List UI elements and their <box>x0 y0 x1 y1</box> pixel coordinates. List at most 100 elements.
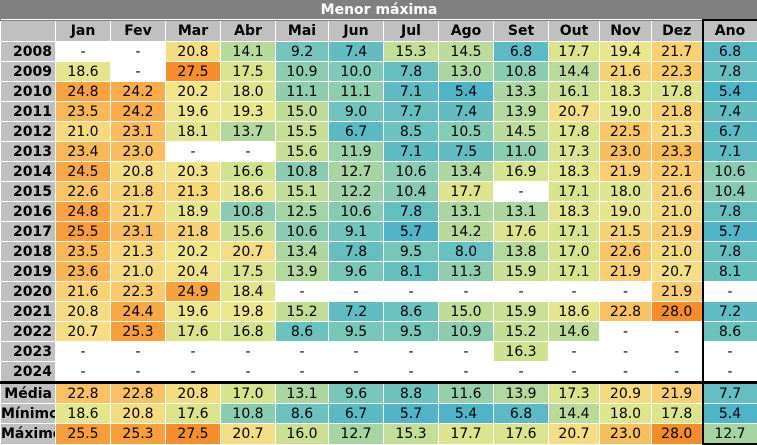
value-cell: 20.7 <box>56 322 111 342</box>
value-cell: 5.4 <box>439 82 494 102</box>
row-label: 2014 <box>1 162 56 182</box>
value-cell: - <box>329 342 384 362</box>
value-cell: 21.5 <box>600 222 652 242</box>
value-cell: 8.6 <box>703 322 757 342</box>
value-cell: 21.7 <box>652 42 703 62</box>
value-cell: 25.3 <box>111 322 166 342</box>
value-cell: 17.0 <box>221 383 276 404</box>
value-cell: 24.4 <box>111 302 166 322</box>
value-cell: 22.6 <box>600 242 652 262</box>
value-cell: 8.6 <box>276 404 329 424</box>
value-cell: 21.0 <box>652 242 703 262</box>
value-cell: 11.0 <box>494 142 549 162</box>
value-cell: 15.1 <box>276 182 329 202</box>
month-header-dez: Dez <box>652 20 703 42</box>
value-cell: 17.6 <box>166 322 221 342</box>
value-cell: 15.0 <box>276 102 329 122</box>
value-cell: 10.9 <box>439 322 494 342</box>
value-cell: 7.2 <box>703 302 757 322</box>
value-cell: 20.2 <box>166 82 221 102</box>
value-cell: - <box>439 282 494 302</box>
value-cell: 18.0 <box>221 82 276 102</box>
value-cell: 22.1 <box>652 162 703 182</box>
month-header-jan: Jan <box>56 20 111 42</box>
value-cell: 17.8 <box>652 82 703 102</box>
value-cell: 13.8 <box>494 242 549 262</box>
month-header-out: Out <box>549 20 600 42</box>
value-cell: 15.2 <box>494 322 549 342</box>
month-header-jun: Jun <box>329 20 384 42</box>
value-cell: 22.3 <box>652 62 703 82</box>
table-title: Menor máxima <box>1 1 757 21</box>
value-cell: 14.4 <box>549 404 600 424</box>
value-cell: - <box>600 362 652 383</box>
value-cell: 16.8 <box>221 322 276 342</box>
row-label: 2009 <box>1 62 56 82</box>
value-cell: 5.4 <box>439 404 494 424</box>
value-cell: 7.8 <box>384 202 439 222</box>
value-cell: - <box>56 342 111 362</box>
value-cell: - <box>166 142 221 162</box>
row-label: 2016 <box>1 202 56 222</box>
value-cell: 13.1 <box>276 383 329 404</box>
value-cell: 18.0 <box>600 404 652 424</box>
value-cell: - <box>56 42 111 62</box>
value-cell: - <box>111 362 166 383</box>
value-cell: 22.8 <box>56 383 111 404</box>
value-cell: 18.3 <box>600 82 652 102</box>
row-label: 2019 <box>1 262 56 282</box>
value-cell: 14.5 <box>439 42 494 62</box>
value-cell: 8.6 <box>276 322 329 342</box>
value-cell: - <box>384 362 439 383</box>
value-cell: - <box>652 342 703 362</box>
month-header-mai: Mai <box>276 20 329 42</box>
value-cell: 15.9 <box>494 262 549 282</box>
value-cell: 20.8 <box>111 404 166 424</box>
value-cell: 7.1 <box>703 142 757 162</box>
value-cell: 10.8 <box>494 62 549 82</box>
row-label: Média <box>1 383 56 404</box>
value-cell: 11.1 <box>276 82 329 102</box>
value-cell: 20.4 <box>166 262 221 282</box>
value-cell: - <box>329 282 384 302</box>
value-cell: 7.4 <box>329 42 384 62</box>
value-cell: 5.7 <box>384 222 439 242</box>
value-cell: 13.9 <box>276 262 329 282</box>
month-header-nov: Nov <box>600 20 652 42</box>
value-cell: 20.8 <box>111 162 166 182</box>
value-cell: 10.4 <box>384 182 439 202</box>
month-header-ano: Ano <box>703 20 757 42</box>
value-cell: 10.8 <box>221 404 276 424</box>
value-cell: 13.1 <box>439 202 494 222</box>
value-cell: 15.5 <box>276 122 329 142</box>
value-cell: 14.4 <box>549 62 600 82</box>
month-header-mar: Mar <box>166 20 221 42</box>
value-cell: 23.3 <box>652 142 703 162</box>
value-cell: 18.6 <box>549 302 600 322</box>
row-label: 2021 <box>1 302 56 322</box>
value-cell: 19.0 <box>600 202 652 222</box>
value-cell: 9.6 <box>329 262 384 282</box>
value-cell: - <box>600 322 652 342</box>
value-cell: 7.1 <box>384 142 439 162</box>
row-label: 2022 <box>1 322 56 342</box>
value-cell: 17.0 <box>549 242 600 262</box>
value-cell: 17.1 <box>549 222 600 242</box>
value-cell: 10.8 <box>221 202 276 222</box>
value-cell: 23.5 <box>56 242 111 262</box>
value-cell: 21.3 <box>111 242 166 262</box>
value-cell: 9.5 <box>329 322 384 342</box>
value-cell: 28.0 <box>652 302 703 322</box>
value-cell: 11.3 <box>439 262 494 282</box>
value-cell: - <box>703 282 757 302</box>
value-cell: 23.5 <box>56 102 111 122</box>
row-label: 2010 <box>1 82 56 102</box>
value-cell: 21.3 <box>652 122 703 142</box>
value-cell: 22.8 <box>111 383 166 404</box>
value-cell: 20.9 <box>600 383 652 404</box>
